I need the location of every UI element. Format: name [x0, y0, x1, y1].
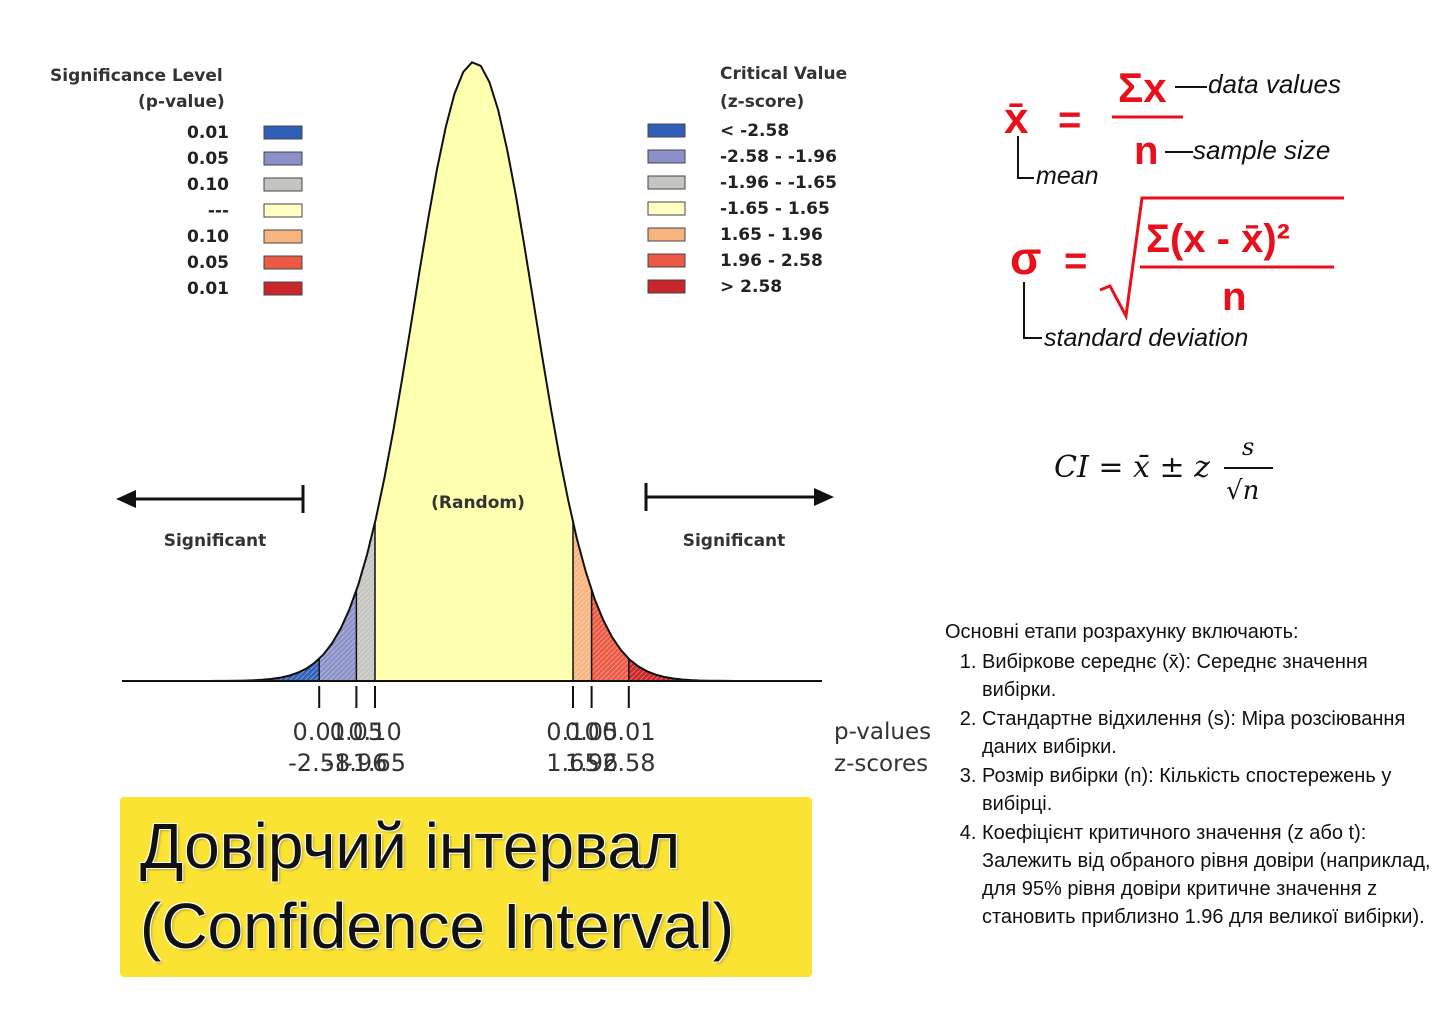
z-score-left-label: -1.96 — [325, 749, 387, 777]
region-right-001-texture — [628, 658, 822, 681]
title-english: (Confidence Interval) — [140, 890, 735, 962]
left-legend-swatch — [263, 177, 303, 192]
left-legend-value: 0.10 — [187, 227, 229, 247]
left-legend-value: 0.10 — [187, 175, 229, 195]
left-arrow — [116, 485, 305, 513]
std-leader — [1023, 282, 1042, 339]
right-legend-value: -1.65 - 1.65 — [720, 199, 830, 219]
right-legend: < -2.58 -2.58 - -1.96 -1.96 - -1.65 -1.65 -… — [647, 121, 837, 297]
steps-list: Вибіркове середнє (x̄): Середнє значення… — [945, 648, 1435, 931]
left-legend-title: Significance Level — [50, 66, 223, 86]
step-item: Розмір вибірки (n): Кількість спостереже… — [982, 762, 1435, 818]
right-arrow — [644, 483, 834, 511]
std-symbol: σ — [1010, 232, 1041, 284]
step-item: Вибіркове середнє (x̄): Середнє значення… — [982, 648, 1435, 704]
left-legend-swatch — [263, 281, 303, 296]
std-denominator: n — [1222, 275, 1246, 319]
calculation-steps: Основні етапи розрахунку включають: Вибі… — [945, 618, 1435, 932]
p-values-axis-label: p-values — [834, 719, 931, 745]
data-values-label: data values — [1208, 69, 1341, 99]
mean-numerator: Σx — [1118, 64, 1167, 111]
z-score-right-label: 2.58 — [602, 749, 655, 777]
mean-leader — [1017, 136, 1034, 179]
right-legend-subtitle: (z-score) — [720, 92, 804, 112]
random-label: (Random) — [431, 493, 525, 513]
right-legend-swatch — [647, 279, 686, 294]
left-legend-subtitle: (p-value) — [138, 92, 225, 112]
std-equals: = — [1064, 239, 1087, 283]
p-value-left-label: 0.01 — [292, 718, 345, 746]
axis-ticks — [318, 686, 630, 708]
axis-labels: 0.01 -2.58 0.05 -1.96 0.10 -1.65 0.10 1.65 0.05 1… — [288, 718, 655, 777]
left-legend-value: 0.05 — [187, 149, 229, 169]
left-legend-swatch — [263, 203, 303, 218]
p-value-left-label: 0.05 — [330, 718, 383, 746]
right-legend-value: -1.96 - -1.65 — [720, 173, 837, 193]
right-legend-swatch — [647, 149, 686, 164]
significant-left-label: Significant — [164, 531, 267, 551]
square-root-sign — [1099, 196, 1344, 321]
std-formula: σ = Σ(x - x̄)² n standard deviation — [1010, 196, 1344, 352]
z-scores-axis-label: z-scores — [834, 751, 928, 777]
region-left-001-texture — [122, 658, 320, 681]
mean-formula: x̄ = Σx n data values sample size mean — [1004, 64, 1341, 190]
mean-label: mean — [1036, 162, 1099, 190]
right-legend-swatch — [647, 123, 686, 138]
p-value-left-label: 0.10 — [348, 718, 401, 746]
z-score-right-label: 1.65 — [546, 749, 599, 777]
right-legend-swatch — [647, 227, 686, 242]
std-label: standard deviation — [1044, 324, 1248, 352]
right-legend-value: 1.96 - 2.58 — [720, 251, 823, 271]
left-legend-value: 0.05 — [187, 253, 229, 273]
z-score-right-label: 1.96 — [565, 749, 618, 777]
right-legend-swatch — [647, 201, 686, 216]
right-legend-title: Critical Value — [720, 64, 847, 84]
left-legend: 0.01 0.05 0.10 --- 0.10 0.05 0.01 — [187, 123, 303, 299]
left-legend-value: 0.01 — [187, 123, 229, 143]
ci-lhs: CI = x̄ ± z — [1054, 450, 1210, 485]
sample-size-label: sample size — [1193, 135, 1330, 165]
left-legend-swatch — [263, 151, 303, 166]
p-value-right-label: 0.01 — [602, 718, 655, 746]
region-left-005-texture — [319, 590, 357, 681]
step-item: Коефіцієнт критичного значення (z або t)… — [982, 819, 1435, 931]
step-item: Стандартне відхилення (s): Міра розсіюва… — [982, 705, 1435, 761]
z-score-left-label: -1.65 — [344, 749, 406, 777]
title-banner: Довірчий інтервал (Confidence Interval) — [120, 797, 812, 977]
left-legend-swatch — [263, 125, 303, 140]
mean-denominator: n — [1134, 129, 1158, 173]
right-legend-swatch — [647, 253, 686, 268]
region-left-010-texture — [356, 522, 375, 681]
mean-symbol: x̄ — [1004, 94, 1029, 143]
right-legend-value: > 2.58 — [720, 277, 782, 297]
ci-denominator: √n — [1226, 476, 1259, 506]
region-right-010-texture — [573, 522, 592, 681]
p-value-right-label: 0.10 — [546, 718, 599, 746]
significant-right-label: Significant — [683, 531, 786, 551]
std-numerator: Σ(x - x̄)² — [1146, 217, 1290, 261]
title-ukrainian: Довірчий інтервал — [140, 810, 681, 882]
z-score-left-label: -2.58 — [288, 749, 350, 777]
ci-formula: CI = x̄ ± z s √n — [1054, 433, 1273, 506]
steps-intro: Основні етапи розрахунку включають: — [945, 621, 1299, 643]
right-legend-value: < -2.58 — [720, 121, 789, 141]
right-legend-swatch — [647, 175, 686, 190]
left-legend-value: 0.01 — [187, 279, 229, 299]
right-legend-value: 1.65 - 1.96 — [720, 225, 823, 245]
left-legend-swatch — [263, 255, 303, 270]
region-random — [375, 62, 573, 681]
right-legend-value: -2.58 - -1.96 — [720, 147, 837, 167]
region-dividers — [318, 522, 630, 681]
ci-numerator: s — [1242, 433, 1254, 461]
left-legend-value: --- — [208, 201, 229, 221]
mean-equals: = — [1058, 98, 1081, 142]
p-value-right-label: 0.05 — [565, 718, 618, 746]
left-legend-swatch — [263, 229, 303, 244]
